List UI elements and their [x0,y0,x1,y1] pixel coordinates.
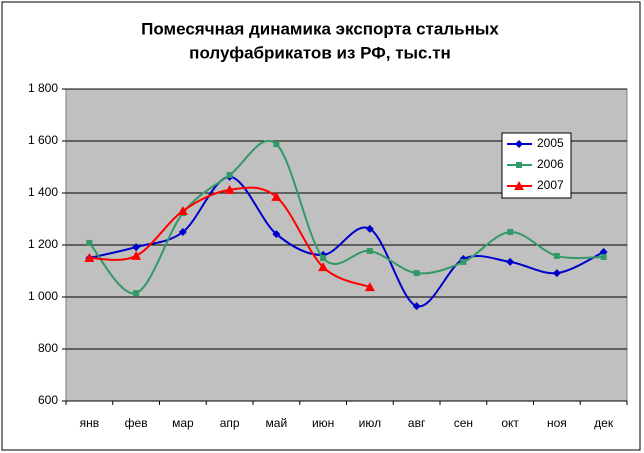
marker [366,247,373,254]
x-tick-label: июл [359,416,381,430]
x-tick-label: янв [80,416,100,430]
marker [413,270,420,277]
x-tick-label: май [266,416,288,430]
marker [365,224,374,233]
marker [86,239,93,246]
x-tick-label: дек [594,416,614,430]
marker [318,262,329,272]
marker [552,269,561,278]
y-tick-label: 1 400 [28,185,58,199]
legend-label: 2005 [537,136,564,150]
legend-label: 2006 [537,157,564,171]
marker [515,140,523,148]
x-tick-label: июн [312,416,334,430]
legend-label: 2007 [537,178,564,192]
y-tick-label: 1 800 [28,81,58,95]
x-tick-label: мар [172,416,194,430]
x-tick-label: ноя [547,416,567,430]
chart-title: полуфабрикатов из РФ, тыс.тн [189,43,451,62]
marker [133,290,140,297]
x-tick-label: сен [454,416,473,430]
x-tick-label: фев [125,416,148,430]
marker [271,191,282,201]
marker [131,250,142,260]
marker [460,258,467,265]
marker [516,162,522,168]
marker [226,172,233,179]
x-tick-label: авг [408,416,426,430]
chart-title: Помесячная динамика экспорта стальных [141,19,499,38]
y-tick-label: 1 200 [28,237,58,251]
marker [84,253,95,262]
marker [514,181,524,190]
marker [273,141,280,148]
marker [412,302,421,311]
marker [224,184,235,194]
marker [320,255,327,261]
y-tick-label: 1 000 [28,289,58,303]
marker [507,229,514,235]
marker [600,253,607,260]
marker [177,205,188,215]
marker [178,228,187,236]
marker [132,243,141,252]
x-tick-label: апр [220,416,240,430]
y-tick-label: 600 [38,393,58,407]
marker [553,252,560,259]
marker [506,257,515,266]
y-tick-label: 1 600 [28,133,58,147]
marker [272,230,281,239]
y-tick-label: 800 [38,341,58,355]
marker [364,282,375,292]
x-tick-label: окт [501,416,519,430]
